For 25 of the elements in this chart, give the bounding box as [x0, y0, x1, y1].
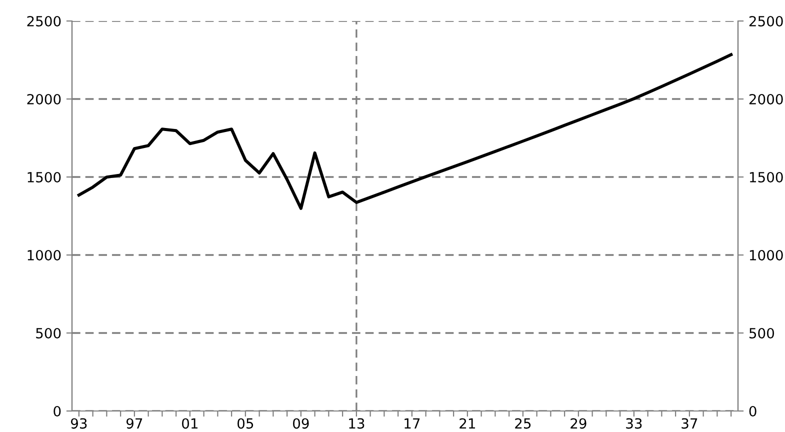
y2-tick-label: 1000 — [750, 250, 783, 260]
x-tick-label: 33 — [626, 418, 642, 429]
x-tick-label: 01 — [182, 418, 198, 429]
x-tick-label: 09 — [293, 418, 309, 429]
y2-tick-label: 0 — [749, 406, 756, 416]
y-tick-label: 1500 — [28, 172, 61, 182]
x-tick-label: 97 — [126, 418, 142, 429]
y2-tick-label: 2000 — [749, 94, 783, 104]
y2-tick-label: 1500 — [750, 172, 783, 182]
x-tick-label: 93 — [70, 418, 87, 429]
y2-tick-label: 500 — [749, 328, 774, 338]
x-tick-label: 13 — [349, 418, 364, 429]
x-tick-label: 05 — [238, 418, 254, 429]
y-tick-label: 0 — [54, 406, 61, 416]
y-tick-label: 1000 — [28, 250, 61, 260]
y2-tick-label: 2500 — [749, 16, 783, 26]
x-tick-label: 37 — [682, 418, 698, 429]
x-tick-label: 25 — [515, 418, 531, 429]
x-tick-label: 17 — [404, 418, 420, 428]
y-tick-label: 500 — [36, 328, 61, 338]
x-tick-label: 29 — [570, 418, 586, 429]
y-tick-label: 2000 — [27, 94, 61, 104]
x-tick-label: 21 — [460, 418, 475, 428]
line-series — [77, 53, 733, 210]
y-tick-label: 2500 — [27, 16, 61, 26]
